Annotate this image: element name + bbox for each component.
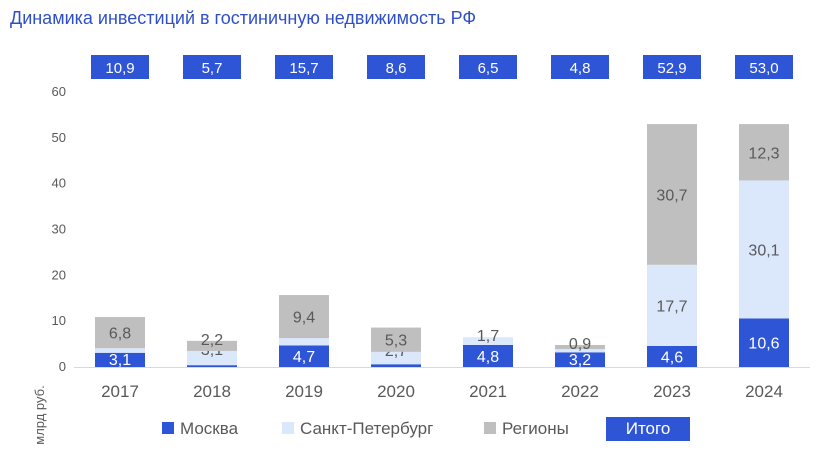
chart-title: Динамика инвестиций в гостиничную недвиж… (10, 8, 477, 28)
legend-label: Санкт-Петербург (300, 419, 433, 438)
data-label: 1,7 (477, 328, 499, 345)
bar-regions (187, 340, 237, 351)
total-label: 5,7 (202, 60, 223, 77)
legend-total-label: Итого (626, 419, 671, 438)
total-label: 15,7 (289, 60, 318, 77)
bar-spb (371, 351, 421, 365)
bar-regions (371, 327, 421, 352)
bar-spb (647, 264, 697, 346)
bar-spb (279, 338, 329, 346)
bar-spb (463, 337, 513, 345)
bar-spb (739, 180, 789, 319)
data-label: 30,1 (748, 242, 779, 259)
x-tick-label: 2019 (285, 382, 323, 401)
data-label: 3,1 (109, 352, 131, 369)
x-tick-label: 2018 (193, 382, 231, 401)
total-label: 53,0 (749, 60, 778, 77)
y-axis-label: млрд руб. (32, 385, 47, 444)
bar-regions (647, 124, 697, 265)
y-tick-label: 0 (59, 359, 66, 374)
legend-swatch (484, 422, 496, 434)
total-box (275, 55, 333, 79)
data-label: 30,7 (656, 187, 687, 204)
data-label: 5,3 (385, 333, 407, 350)
data-label: 10,6 (748, 336, 779, 353)
x-tick-label: 2021 (469, 382, 507, 401)
bar-moscow (371, 364, 421, 367)
bar-moscow (463, 345, 513, 367)
total-box (91, 55, 149, 79)
data-label: 4,8 (477, 349, 499, 366)
legend-label: Регионы (502, 419, 569, 438)
legend-swatch (282, 422, 294, 434)
total-box (183, 55, 241, 79)
bar-regions (279, 295, 329, 339)
bar-moscow (647, 345, 697, 367)
total-label: 4,8 (570, 60, 591, 77)
bar-regions (555, 345, 605, 350)
data-label: 12,3 (748, 145, 779, 162)
legend-label: Москва (180, 419, 239, 438)
total-box (459, 55, 517, 79)
bar-spb (95, 348, 145, 353)
total-label: 10,9 (105, 60, 134, 77)
bar-regions (95, 317, 145, 349)
x-tick-label: 2022 (561, 382, 599, 401)
y-tick-label: 50 (52, 130, 66, 145)
data-label: 6,8 (109, 326, 131, 343)
bar-regions (739, 124, 789, 181)
y-tick-label: 40 (52, 176, 66, 191)
x-tick-label: 2023 (653, 382, 691, 401)
total-box (643, 55, 701, 79)
data-label: 3,2 (569, 352, 591, 369)
total-label: 6,5 (478, 60, 499, 77)
data-label: 9,4 (293, 310, 315, 327)
x-tick-label: 2017 (101, 382, 139, 401)
total-box (551, 55, 609, 79)
x-tick-label: 2024 (745, 382, 783, 401)
bar-moscow (279, 345, 329, 367)
bar-moscow (555, 352, 605, 367)
legend-swatch (162, 422, 174, 434)
y-tick-label: 60 (52, 84, 66, 99)
bar-moscow (739, 318, 789, 367)
x-tick-label: 2020 (377, 382, 415, 401)
y-tick-label: 20 (52, 267, 66, 282)
data-label: 4,6 (661, 349, 683, 366)
total-label: 8,6 (386, 60, 407, 77)
bar-spb (187, 350, 237, 366)
bar-spb (555, 349, 605, 353)
y-tick-label: 10 (52, 313, 66, 328)
total-label: 52,9 (657, 60, 686, 77)
total-box (367, 55, 425, 79)
y-tick-label: 30 (52, 222, 66, 237)
data-label: 0,9 (569, 336, 591, 353)
legend-total-box (606, 417, 690, 441)
data-label: 2,2 (201, 332, 223, 349)
bar-moscow (95, 352, 145, 367)
total-box (735, 55, 793, 79)
bar-moscow (187, 365, 237, 367)
data-label: 17,7 (656, 298, 687, 315)
data-label: 4,7 (293, 349, 315, 366)
